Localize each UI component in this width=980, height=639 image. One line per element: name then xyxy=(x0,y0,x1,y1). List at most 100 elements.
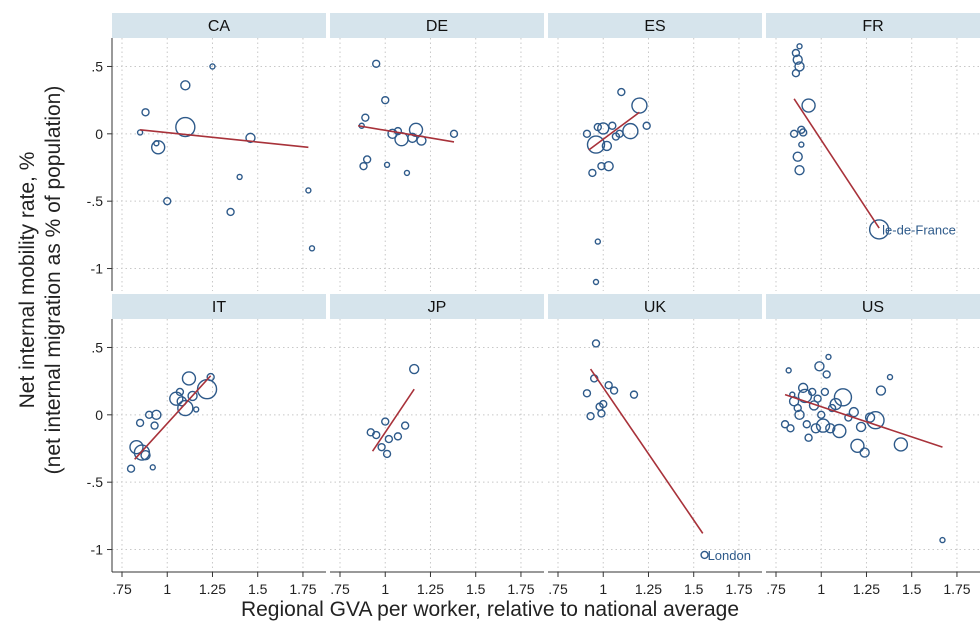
data-point xyxy=(617,87,626,97)
y-tick-label: .5 xyxy=(91,58,103,74)
panel-es: ES xyxy=(548,13,762,291)
y-tick-label: -1 xyxy=(91,261,104,277)
data-point xyxy=(245,132,256,144)
panel-header-es xyxy=(548,13,762,38)
y-tick-label: 0 xyxy=(95,407,103,423)
panel-header-fr xyxy=(766,13,980,38)
fit-line xyxy=(357,124,455,143)
data-point xyxy=(381,417,390,426)
panel-title: US xyxy=(862,299,884,316)
panel-title: UK xyxy=(644,299,667,316)
data-point xyxy=(850,438,865,454)
data-point xyxy=(586,411,595,421)
data-point xyxy=(135,418,145,428)
data-point xyxy=(407,132,418,144)
data-point xyxy=(180,80,191,91)
data-point xyxy=(866,411,885,430)
data-point xyxy=(582,389,592,398)
data-point xyxy=(886,373,894,381)
data-point xyxy=(794,164,805,176)
data-point xyxy=(791,48,801,58)
panel-fr: FR le-de-France xyxy=(766,13,980,291)
data-point xyxy=(814,361,825,372)
data-point xyxy=(785,367,792,374)
data-point xyxy=(822,370,831,379)
x-tick-label: .75 xyxy=(112,581,132,597)
data-point xyxy=(833,388,853,407)
data-point xyxy=(793,403,802,413)
data-point xyxy=(622,122,639,140)
data-point xyxy=(797,382,809,394)
data-point xyxy=(629,390,639,399)
data-point xyxy=(798,141,805,148)
y-tick-label: -.5 xyxy=(87,193,104,209)
data-point xyxy=(794,61,805,72)
data-point xyxy=(393,432,403,441)
y-axis-title: Net internal mobility rate, % (net inter… xyxy=(4,30,78,550)
data-point xyxy=(820,387,830,397)
data-point xyxy=(792,151,803,162)
data-point xyxy=(206,372,215,382)
data-point xyxy=(175,116,196,138)
x-tick-label: 1.5 xyxy=(466,581,486,597)
data-point xyxy=(798,128,808,137)
x-tick-label: 1.25 xyxy=(635,581,662,597)
fit-line xyxy=(589,368,704,534)
data-point xyxy=(144,410,154,420)
x-tick-label: 1.75 xyxy=(507,581,534,597)
y-tick-label: -1 xyxy=(91,542,104,558)
x-tick-label: 1.25 xyxy=(853,581,880,597)
data-point xyxy=(176,396,187,407)
data-point xyxy=(403,169,411,177)
panel-title: ES xyxy=(644,18,665,35)
x-tick-label: 1.25 xyxy=(417,581,444,597)
data-point xyxy=(810,423,822,434)
data-point xyxy=(377,442,386,452)
y-axis-title-line2: (net internal migration as % of populati… xyxy=(42,86,65,475)
panel-title: IT xyxy=(212,299,226,316)
data-point xyxy=(226,207,235,217)
x-tick-label: 1 xyxy=(817,581,825,597)
data-point xyxy=(151,409,162,421)
x-tick-label: 1.75 xyxy=(289,581,316,597)
data-point xyxy=(588,168,597,178)
data-point xyxy=(384,434,394,444)
data-point xyxy=(149,464,156,471)
x-tick-label: 1.5 xyxy=(902,581,922,597)
data-point xyxy=(848,406,860,418)
data-point xyxy=(802,420,811,429)
data-point xyxy=(601,140,613,152)
panel-de: DE xyxy=(330,13,544,291)
x-axis-title: Regional GVA per worker, relative to nat… xyxy=(240,598,740,621)
data-point xyxy=(794,409,805,421)
data-point xyxy=(825,353,832,361)
y-tick-label: 0 xyxy=(95,126,103,142)
panel-header-jp xyxy=(330,294,544,319)
data-point xyxy=(400,421,410,430)
data-point xyxy=(631,97,648,114)
panel-uk: UK .75 1 1.25 1.5 1.75 London xyxy=(548,294,762,597)
data-point xyxy=(382,449,392,459)
data-point xyxy=(126,464,136,473)
data-point xyxy=(859,447,870,458)
x-tick-label: 1 xyxy=(599,581,607,597)
data-point xyxy=(813,394,822,403)
panel-jp: JP .75 1 1.25 1.5 1.75 xyxy=(330,294,544,597)
panel-title: CA xyxy=(208,18,231,35)
data-point xyxy=(855,421,867,433)
data-point xyxy=(592,278,600,286)
data-point xyxy=(780,420,790,429)
data-point xyxy=(604,380,613,390)
data-point xyxy=(359,161,368,171)
data-point xyxy=(609,386,619,395)
panel-header-ca xyxy=(112,13,326,38)
data-point xyxy=(832,423,847,439)
data-point xyxy=(187,390,198,402)
data-point xyxy=(817,410,826,420)
data-point xyxy=(129,439,144,455)
data-point xyxy=(192,406,200,413)
data-point xyxy=(591,339,601,348)
panel-header-it xyxy=(112,294,326,319)
fit-line xyxy=(134,375,212,460)
panel-it: IT .5 0 -.5 -1 .75 1 1.25 1.5 1.75 xyxy=(87,294,326,597)
